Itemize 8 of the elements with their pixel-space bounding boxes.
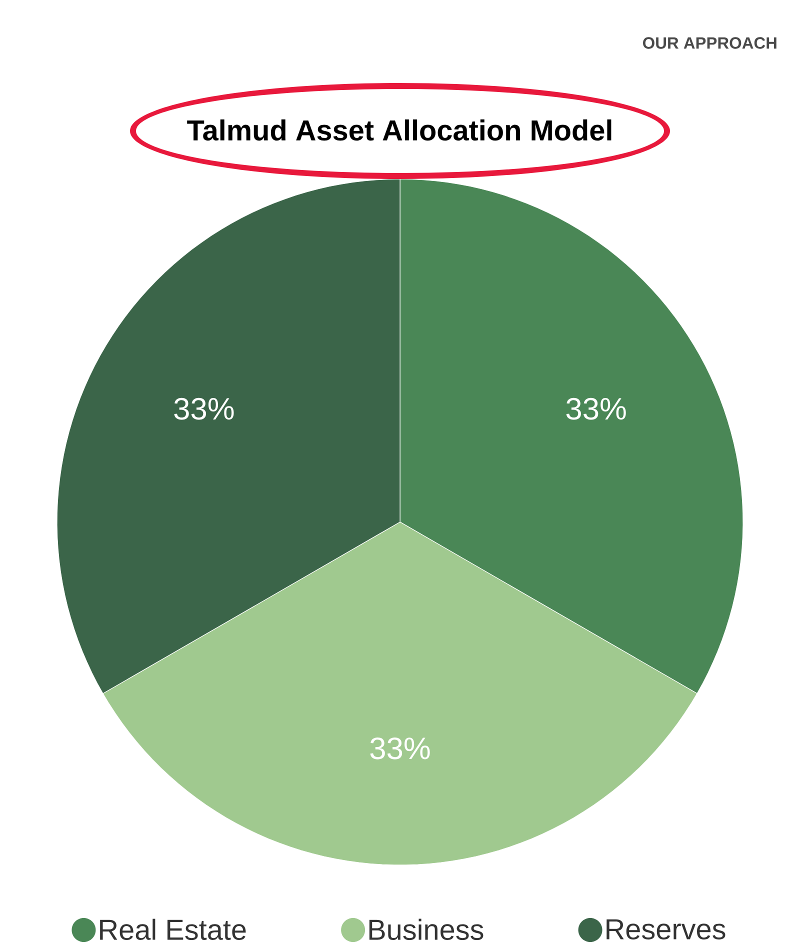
legend-label: Reserves [606,919,726,940]
legend-label: Real Estate [100,918,246,940]
data-label: 33% [566,398,626,420]
text: OUR APPROACH [643,37,776,49]
data-label: 33% [174,398,234,420]
chart-title: Talmud Asset Allocation Model [187,119,612,141]
data-label: 33% [370,737,430,760]
legend-label: Business [369,918,484,940]
